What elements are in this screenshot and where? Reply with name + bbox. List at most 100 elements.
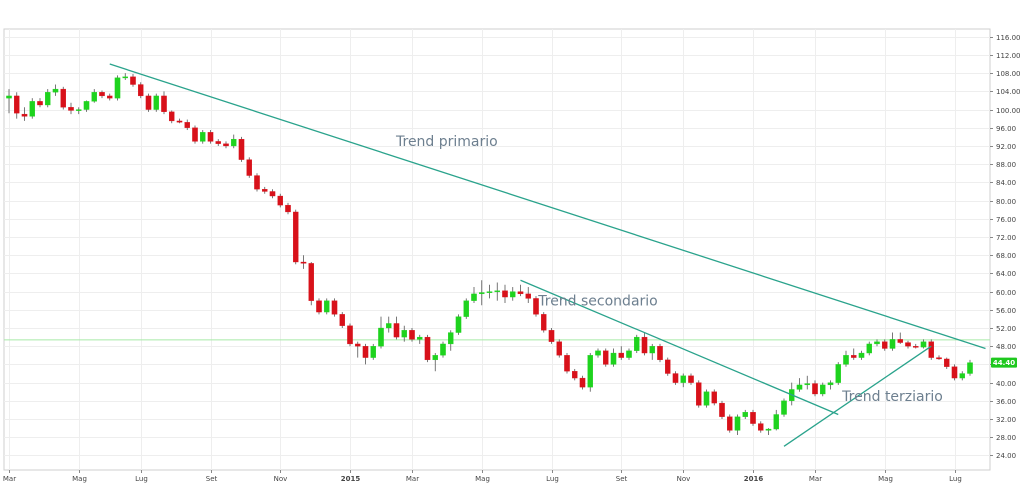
candle-body-up — [440, 343, 446, 356]
candle-body-down — [548, 330, 555, 342]
y-tick-label: 64.00 — [996, 270, 1016, 278]
candle-body-up — [447, 332, 454, 345]
candle-body-down — [215, 141, 221, 144]
candle-body-down — [300, 261, 307, 264]
candle-body-down — [533, 298, 539, 315]
y-tick-label: 80.00 — [996, 198, 1016, 206]
candle-body-down — [21, 113, 28, 117]
x-tick-label: Lug — [949, 475, 962, 483]
candle-body-down — [269, 191, 276, 197]
candle-body-up — [76, 109, 82, 111]
x-tick-label: Mag — [475, 475, 490, 483]
candle-body-down — [719, 402, 725, 417]
candle-body-down — [161, 95, 167, 112]
candle-body-down — [362, 346, 369, 358]
candle-body-down — [184, 122, 190, 128]
candle-body-down — [393, 323, 400, 338]
candle-body-down — [905, 342, 911, 347]
candle-body-down — [223, 143, 229, 147]
candle-body-down — [246, 159, 252, 176]
last-price-label: 44.40 — [993, 359, 1015, 367]
candle-body-down — [331, 300, 338, 315]
candle-body-down — [339, 314, 345, 326]
candle-body-up — [634, 336, 640, 351]
candle-body-down — [913, 346, 919, 348]
candle-body-down — [37, 101, 43, 106]
candle-body-up — [122, 76, 129, 79]
y-tick-label: 40.00 — [996, 380, 1016, 388]
trendline — [783, 345, 932, 447]
candle-body-up — [91, 92, 98, 102]
candle-body-up — [920, 341, 927, 348]
candle-body-down — [207, 132, 214, 142]
candle-body-down — [928, 341, 935, 358]
trend-annotation: Trend primario — [395, 134, 498, 150]
x-tick-label: 2015 — [341, 475, 361, 483]
y-tick-label: 96.00 — [996, 125, 1016, 133]
x-tick-label: Mag — [878, 475, 893, 483]
candle-body-down — [354, 343, 361, 347]
y-tick-label: 56.00 — [996, 307, 1016, 315]
candle-body-up — [595, 350, 601, 356]
y-tick-label: 72.00 — [996, 234, 1016, 242]
candle-body-up — [385, 323, 392, 329]
y-tick-label: 108.00 — [996, 70, 1021, 78]
candle-body-up — [959, 373, 966, 379]
candle-body-down — [579, 377, 586, 388]
y-tick-label: 104.00 — [996, 88, 1021, 96]
x-tick-label: Mag — [72, 475, 87, 483]
y-tick-label: 88.00 — [996, 161, 1016, 169]
candle-body-down — [688, 375, 694, 383]
candle-body-down — [603, 350, 609, 365]
candle-body-down — [665, 359, 671, 374]
candle-body-down — [556, 341, 563, 356]
candle-body-down — [758, 423, 764, 431]
candle-body-down — [99, 92, 105, 97]
candle-body-up — [827, 382, 834, 386]
candle-body-down — [347, 325, 353, 345]
candle-body-down — [107, 95, 113, 99]
y-tick-label: 76.00 — [996, 216, 1016, 224]
candle-body-down — [897, 339, 904, 343]
candle-body-up — [478, 292, 485, 295]
candle-body-down — [517, 291, 524, 295]
y-tick-label: 36.00 — [996, 398, 1016, 406]
candle-body-down — [541, 314, 547, 331]
candle-body-up — [52, 88, 59, 93]
trendlines-layer — [109, 63, 986, 447]
x-tick-label: Mar — [3, 475, 16, 483]
candle-body-up — [494, 290, 500, 293]
candle-body-down — [409, 330, 415, 340]
candle-body-up — [587, 355, 594, 388]
candle-body-up — [874, 341, 880, 345]
trendline — [520, 279, 839, 416]
candle-body-up — [6, 95, 12, 99]
candle-body-up — [378, 327, 384, 347]
candle-body-up — [509, 291, 516, 298]
trend-annotation: Trend secondario — [537, 293, 658, 309]
candle-body-down — [618, 352, 625, 358]
candle-body-down — [60, 88, 67, 108]
candle-body-down — [316, 300, 322, 313]
candle-body-up — [626, 350, 632, 358]
candle-body-up — [401, 330, 407, 338]
candle-body-up — [471, 293, 477, 301]
candle-body-up — [866, 343, 873, 354]
candle-body-up — [323, 300, 330, 313]
candle-body-down — [168, 111, 175, 122]
candle-body-down — [502, 290, 508, 298]
candle-body-down — [641, 336, 648, 354]
candle-body-down — [812, 383, 818, 395]
candle-body-up — [680, 375, 687, 383]
candle-body-down — [277, 195, 283, 206]
x-tick-label: Nov — [274, 475, 288, 483]
candle-body-up — [29, 101, 35, 117]
candle-body-down — [424, 336, 431, 361]
candle-body-up — [820, 384, 826, 395]
x-tick-label: Mar — [809, 475, 822, 483]
y-tick-label: 92.00 — [996, 143, 1016, 151]
y-tick-label: 60.00 — [996, 289, 1016, 297]
candle-body-down — [238, 138, 245, 160]
plot-frame — [3, 28, 991, 471]
candle-body-up — [835, 364, 842, 383]
